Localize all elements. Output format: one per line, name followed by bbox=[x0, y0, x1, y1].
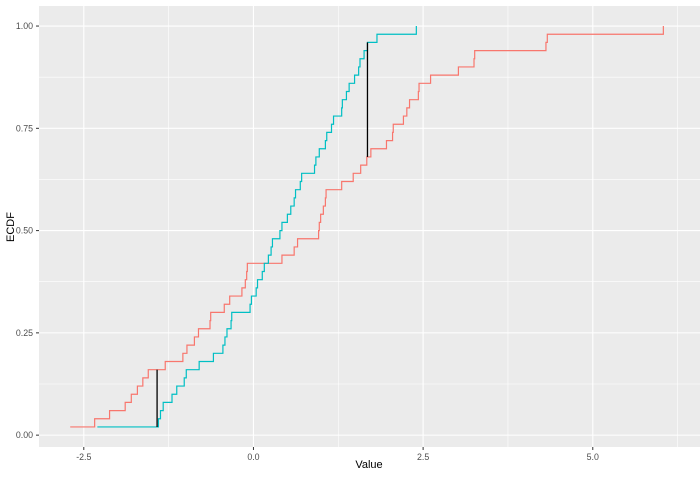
y-tick-label: 0.75 bbox=[16, 123, 33, 133]
gridlines bbox=[39, 6, 700, 447]
x-tick-label: 2.5 bbox=[417, 452, 429, 462]
y-tick-label: 0.50 bbox=[16, 226, 33, 236]
ks-distance-lines bbox=[156, 42, 369, 427]
ecdf-line-sample-1 bbox=[70, 26, 664, 428]
x-tick-label: 5.0 bbox=[587, 452, 599, 462]
axes: -2.5 0.0 2.5 5.0 0.00 0.25 0.50 0.75 1.00 bbox=[16, 21, 599, 462]
y-tick-label: 1.00 bbox=[16, 21, 33, 31]
y-tick-label: 0.25 bbox=[16, 328, 33, 338]
y-tick-label: 0.00 bbox=[16, 430, 33, 440]
ecdf-series bbox=[70, 26, 664, 428]
x-tick-label: 0.0 bbox=[247, 452, 259, 462]
y-axis-title: ECDF bbox=[5, 212, 17, 242]
x-axis-title: Value bbox=[355, 459, 382, 471]
panel-background bbox=[39, 6, 700, 447]
plot-panel bbox=[39, 6, 700, 447]
ecdf-line-sample-2 bbox=[97, 26, 417, 428]
x-tick-label: -2.5 bbox=[76, 452, 91, 462]
